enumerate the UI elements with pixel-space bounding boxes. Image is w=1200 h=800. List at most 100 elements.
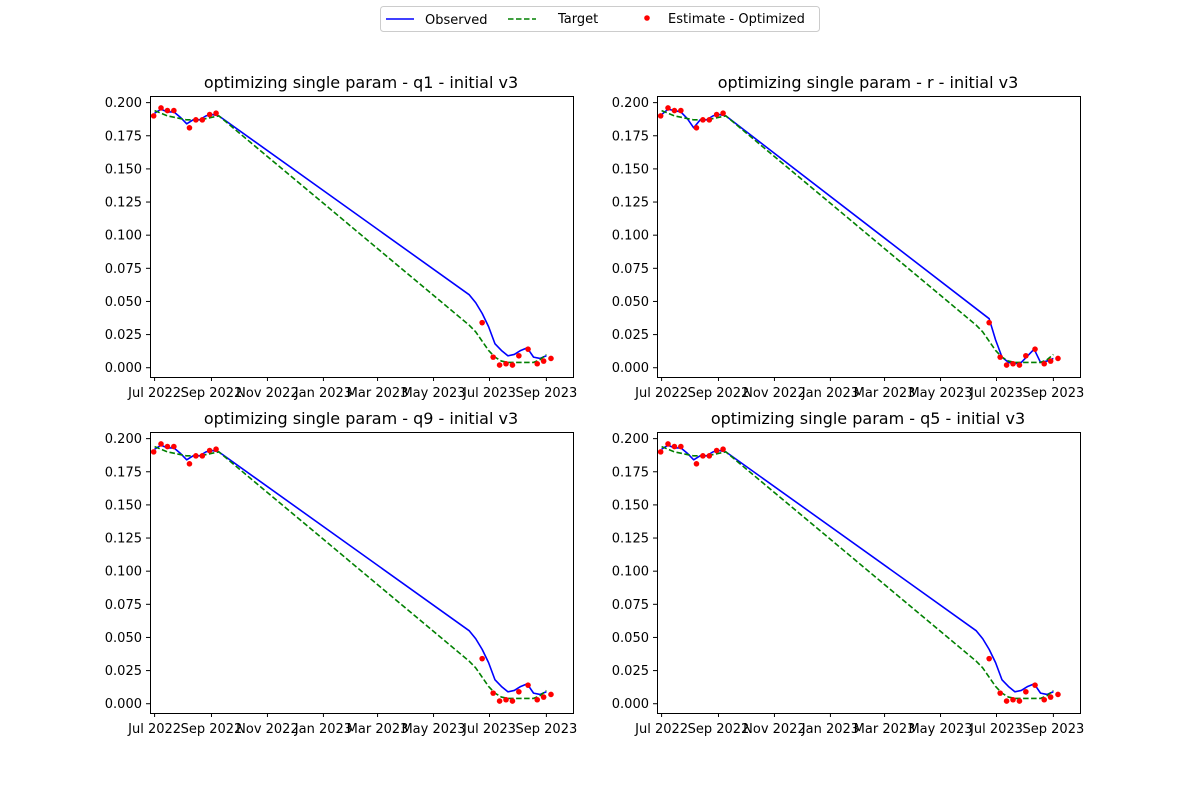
estimate-point bbox=[657, 449, 664, 455]
estimate-point bbox=[548, 691, 554, 698]
plot-area: 0.000 0.025 0.050 0.075 0.100 0.125 0.150 0.175… bbox=[105, 96, 577, 401]
x-tick-label: Jul 2023 bbox=[969, 386, 1023, 401]
estimate-point bbox=[1003, 362, 1010, 368]
y-tick-label: 0.150 bbox=[612, 498, 649, 513]
estimate-point bbox=[665, 441, 671, 447]
x-tick-label: Sep 2023 bbox=[516, 722, 578, 737]
estimate-point bbox=[1016, 698, 1023, 704]
y-tick-label: 0.050 bbox=[612, 631, 649, 646]
estimate-point bbox=[213, 110, 219, 117]
y-tick-label: 0.000 bbox=[612, 697, 649, 712]
x-tick-label: Jan 2023 bbox=[801, 722, 859, 737]
estimate-point bbox=[193, 117, 199, 123]
x-tick-label: Jul 2022 bbox=[634, 386, 688, 401]
target-line bbox=[154, 109, 547, 364]
x-tick-label: May 2023 bbox=[401, 386, 465, 401]
estimate-point bbox=[986, 319, 992, 326]
x-tick-label: Nov 2022 bbox=[743, 386, 806, 401]
estimate-point bbox=[1010, 360, 1016, 367]
estimate-point bbox=[1023, 688, 1029, 695]
estimate-point bbox=[503, 360, 509, 367]
estimate-point bbox=[206, 111, 213, 118]
y-tick-label: 0.075 bbox=[612, 598, 649, 613]
subplot-title: optimizing single param - q9 - initial v… bbox=[204, 409, 518, 428]
x-tick-label: Jul 2022 bbox=[127, 386, 181, 401]
x-tick-label: Nov 2022 bbox=[236, 722, 299, 737]
axes-frame bbox=[657, 96, 1081, 378]
estimate-point bbox=[1041, 360, 1048, 367]
y-tick-label: 0.050 bbox=[105, 295, 142, 310]
estimate-point bbox=[171, 443, 177, 450]
y-tick-label: 0.000 bbox=[612, 361, 649, 376]
target-line bbox=[154, 445, 547, 700]
estimate-point bbox=[665, 105, 671, 111]
estimate-point bbox=[1032, 682, 1038, 688]
subplot-1: optimizing single param - q1 - initial v… bbox=[105, 73, 577, 401]
estimate-point bbox=[164, 443, 171, 450]
estimate-point bbox=[158, 441, 164, 447]
y-tick-label: 0.050 bbox=[105, 631, 142, 646]
y-tick-label: 0.125 bbox=[105, 196, 142, 211]
x-tick-label: May 2023 bbox=[908, 722, 972, 737]
plot-area: 0.000 0.025 0.050 0.075 0.100 0.125 0.150 0.175… bbox=[105, 432, 577, 737]
x-tick-label: Sep 2023 bbox=[516, 386, 578, 401]
observed-line bbox=[661, 108, 1054, 365]
estimate-point bbox=[671, 443, 678, 450]
y-tick-label: 0.150 bbox=[612, 162, 649, 177]
estimate-point bbox=[199, 453, 206, 459]
target-line bbox=[661, 109, 1054, 364]
y-tick-label: 0.075 bbox=[105, 598, 142, 613]
subplot-2: optimizing single param - r - initial v3… bbox=[612, 73, 1084, 401]
x-tick-label: Mar 2023 bbox=[854, 722, 916, 737]
y-tick-label: 0.025 bbox=[105, 664, 142, 679]
estimate-point bbox=[1055, 691, 1061, 698]
x-tick-label: Jul 2023 bbox=[969, 722, 1023, 737]
y-tick-label: 0.100 bbox=[612, 565, 649, 580]
estimate-point bbox=[525, 682, 531, 688]
estimate-point bbox=[516, 352, 522, 359]
estimate-point bbox=[509, 698, 516, 704]
y-tick-label: 0.100 bbox=[105, 229, 142, 244]
y-tick-label: 0.175 bbox=[612, 129, 649, 144]
subplot-title: optimizing single param - q5 - initial v… bbox=[711, 409, 1025, 428]
estimate-point bbox=[496, 698, 503, 704]
estimate-point bbox=[693, 125, 700, 131]
x-tick-label: Sep 2023 bbox=[1023, 722, 1085, 737]
y-tick-label: 0.075 bbox=[105, 262, 142, 277]
x-tick-label: May 2023 bbox=[908, 386, 972, 401]
subplot-4: optimizing single param - q5 - initial v… bbox=[612, 409, 1084, 737]
y-tick-label: 0.025 bbox=[612, 328, 649, 343]
y-tick-label: 0.000 bbox=[105, 697, 142, 712]
x-tick-label: Jul 2023 bbox=[462, 722, 516, 737]
y-tick-label: 0.200 bbox=[612, 432, 649, 447]
subplot-title: optimizing single param - r - initial v3 bbox=[718, 73, 1019, 92]
axes-frame bbox=[657, 432, 1081, 714]
y-tick-label: 0.200 bbox=[105, 432, 142, 447]
y-tick-label: 0.025 bbox=[105, 328, 142, 343]
estimate-point bbox=[713, 447, 720, 454]
legend-label-target: Target bbox=[557, 12, 598, 27]
legend-frame bbox=[380, 6, 820, 32]
y-tick-label: 0.175 bbox=[105, 129, 142, 144]
plot-area: 0.000 0.025 0.050 0.075 0.100 0.125 0.150 0.175… bbox=[612, 432, 1084, 737]
observed-line bbox=[154, 108, 547, 360]
y-tick-label: 0.075 bbox=[612, 262, 649, 277]
estimate-point bbox=[997, 690, 1003, 696]
legend: Observed Target Estimate - Optimized bbox=[380, 6, 820, 32]
x-tick-label: Sep 2022 bbox=[181, 722, 243, 737]
estimate-point bbox=[678, 107, 684, 114]
x-tick-label: May 2023 bbox=[401, 722, 465, 737]
y-tick-label: 0.025 bbox=[612, 664, 649, 679]
y-tick-label: 0.125 bbox=[612, 196, 649, 211]
estimate-point bbox=[720, 110, 726, 117]
subplot-title: optimizing single param - q1 - initial v… bbox=[204, 73, 518, 92]
estimate-point bbox=[206, 447, 213, 454]
estimate-point bbox=[490, 354, 496, 360]
legend-label-observed: Observed bbox=[425, 13, 488, 28]
estimate-point bbox=[186, 125, 193, 131]
legend-swatch-estimate bbox=[644, 15, 650, 21]
x-tick-label: Jan 2023 bbox=[801, 386, 859, 401]
target-line bbox=[661, 445, 1054, 700]
y-tick-label: 0.100 bbox=[105, 565, 142, 580]
